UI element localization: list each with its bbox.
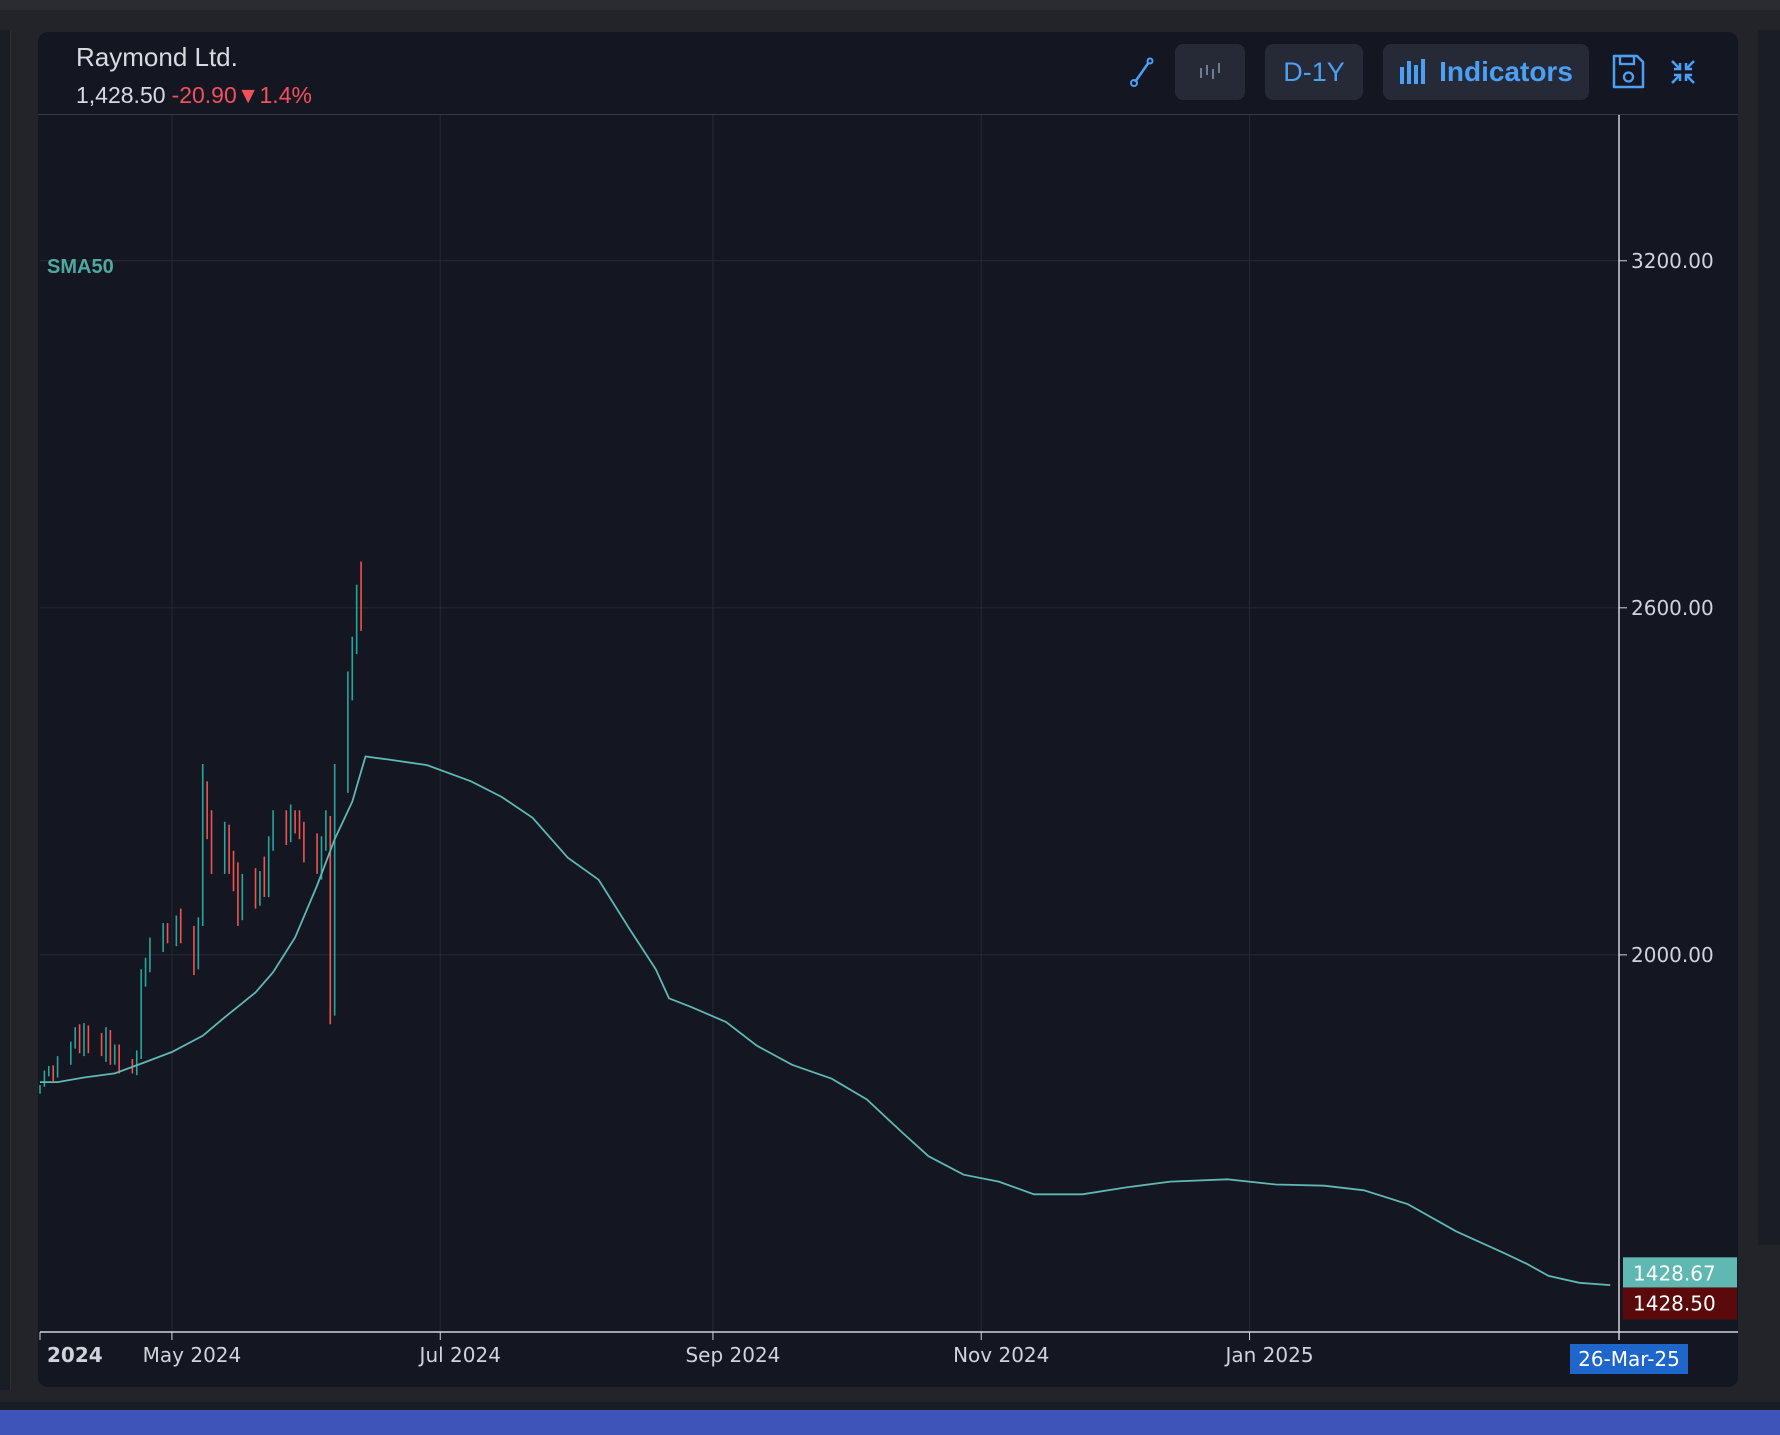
left-edge-panel bbox=[0, 30, 11, 1390]
indicators-button[interactable]: Indicators bbox=[1383, 44, 1589, 100]
right-edge-panel bbox=[1758, 30, 1780, 1245]
range-button[interactable]: D-1Y bbox=[1265, 44, 1363, 100]
bottom-bar bbox=[0, 1410, 1780, 1435]
draw-line-icon bbox=[1130, 57, 1154, 87]
x-tick-label: 2024 bbox=[47, 1343, 103, 1367]
y-tick-label: 2000.00 bbox=[1631, 943, 1714, 967]
save-button[interactable] bbox=[1604, 44, 1652, 100]
draw-tool-button[interactable] bbox=[1118, 44, 1166, 100]
sma50-label: SMA50 bbox=[47, 256, 114, 278]
sma50-price-label: 1428.67 bbox=[1633, 1261, 1716, 1285]
last-price-label: 1428.50 bbox=[1633, 1291, 1716, 1315]
crosshair-date-box bbox=[1570, 1344, 1688, 1374]
chart-header: Raymond Ltd. 1,428.50 -20.90▼1.4% D-1Y bbox=[38, 32, 1738, 115]
x-tick-label: Nov 2024 bbox=[953, 1343, 1049, 1367]
save-icon bbox=[1612, 54, 1645, 89]
x-tick-label: May 2024 bbox=[143, 1343, 242, 1367]
chart-type-button[interactable] bbox=[1175, 44, 1245, 100]
window-top-strip bbox=[0, 0, 1780, 10]
indicators-label: Indicators bbox=[1439, 56, 1573, 87]
bar-chart-icon bbox=[1400, 59, 1426, 84]
candlestick-icon bbox=[1200, 63, 1220, 79]
minimize-button[interactable] bbox=[1659, 44, 1707, 100]
bottom-divider bbox=[0, 1402, 1780, 1410]
chart-panel: Raymond Ltd. 1,428.50 -20.90▼1.4% D-1Y bbox=[38, 32, 1738, 1387]
instrument-title: Raymond Ltd. bbox=[76, 42, 238, 72]
last-price-tag bbox=[1623, 1287, 1737, 1320]
minimize-icon bbox=[1671, 60, 1695, 84]
x-tick-label: Jul 2024 bbox=[418, 1343, 501, 1367]
crosshair-date-label: 26-Mar-25 bbox=[1578, 1347, 1680, 1371]
sma50-price-tag bbox=[1623, 1257, 1737, 1290]
last-price: 1,428.50 bbox=[76, 82, 166, 108]
x-tick-label: Jan 2025 bbox=[1223, 1343, 1313, 1367]
y-tick-label: 3200.00 bbox=[1631, 249, 1714, 273]
x-tick-label: Sep 2024 bbox=[685, 1343, 780, 1367]
quote-line: 1,428.50 -20.90▼1.4% bbox=[76, 82, 312, 109]
sma50-line bbox=[40, 755, 1611, 1286]
y-tick-label: 2600.00 bbox=[1631, 596, 1714, 620]
price-change: -20.90▼1.4% bbox=[171, 82, 312, 108]
plot-area bbox=[40, 115, 1619, 1332]
price-chart[interactable]: 3200.00 2600.00 2000.00 2024 May 2024 Jul 202… bbox=[38, 32, 1738, 1387]
